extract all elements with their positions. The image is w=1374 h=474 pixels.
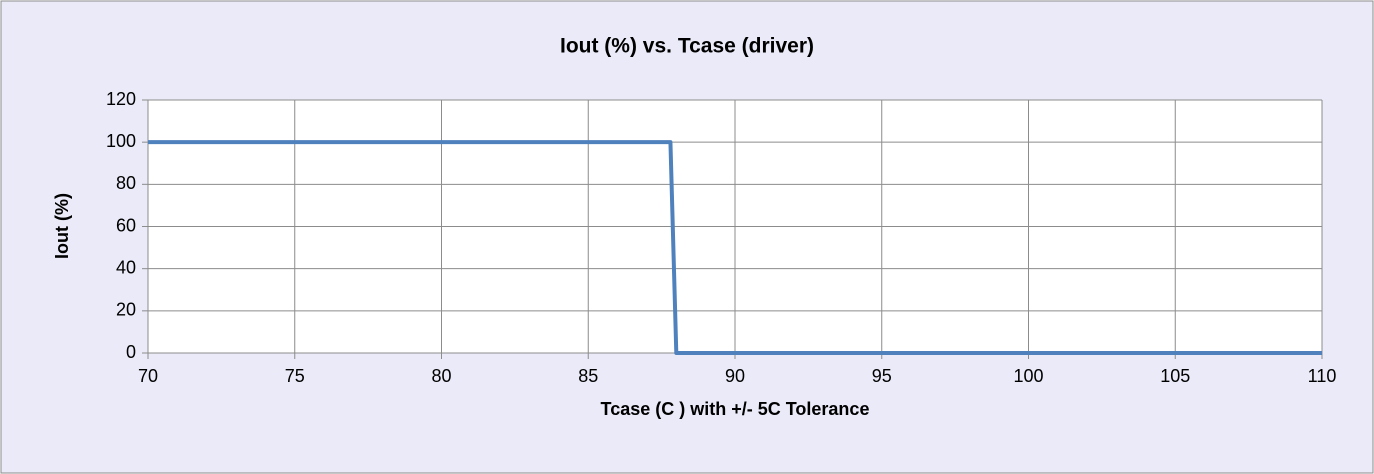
data-line — [148, 140, 1322, 355]
x-tick-label: 95 — [872, 366, 892, 386]
x-tick-label: 80 — [431, 366, 451, 386]
y-tick-label: 120 — [106, 89, 136, 109]
x-tick-label: 75 — [285, 366, 305, 386]
x-tick-label: 90 — [725, 366, 745, 386]
y-axis-label: Iout (%) — [52, 193, 72, 259]
x-tick-label: 85 — [578, 366, 598, 386]
x-tick-label: 110 — [1308, 366, 1337, 386]
x-tick-label: 70 — [138, 366, 158, 386]
x-axis-label: Tcase (C ) with +/- 5C Tolerance — [601, 399, 870, 419]
x-tick-label: 100 — [1013, 366, 1043, 386]
y-tick-label: 0 — [126, 342, 136, 362]
y-tick-label: 60 — [116, 215, 136, 235]
y-tick-label: 40 — [116, 257, 136, 277]
y-tick-label: 80 — [116, 173, 136, 193]
y-tick-label: 20 — [116, 300, 136, 320]
chart-title: Iout (%) vs. Tcase (driver) — [560, 35, 814, 58]
y-tick-label: 100 — [106, 131, 136, 151]
x-tick-label: 105 — [1160, 366, 1190, 386]
